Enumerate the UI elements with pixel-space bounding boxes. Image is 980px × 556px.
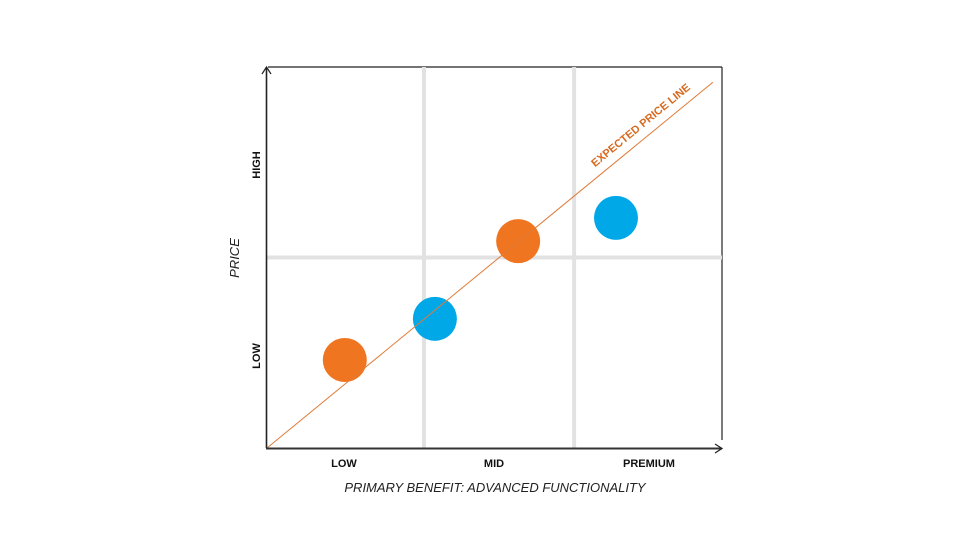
y-axis-title: PRICE bbox=[227, 238, 242, 278]
x-axis-title: PRIMARY BENEFIT: ADVANCED FUNCTIONALITY bbox=[344, 480, 647, 495]
expected-price-line-label: EXPECTED PRICE LINE bbox=[589, 82, 693, 170]
data-points bbox=[322, 195, 638, 382]
x-tick-premium: PREMIUM bbox=[623, 458, 675, 470]
blue-data-point bbox=[593, 195, 638, 240]
x-axis-arrow-icon bbox=[714, 443, 724, 454]
x-tick-mid: MID bbox=[484, 458, 504, 470]
y-tick-low: LOW bbox=[251, 343, 263, 369]
y-tick-high: HIGH bbox=[251, 151, 263, 179]
y-axis-arrow-icon bbox=[261, 65, 272, 75]
x-tick-low: LOW bbox=[331, 458, 357, 470]
orange-data-point bbox=[496, 219, 541, 264]
orange-data-point bbox=[322, 337, 367, 382]
blue-data-point bbox=[412, 296, 457, 341]
gridlines bbox=[267, 67, 722, 448]
horizontal-gridline bbox=[267, 255, 722, 260]
expected-price-line bbox=[266, 81, 714, 449]
